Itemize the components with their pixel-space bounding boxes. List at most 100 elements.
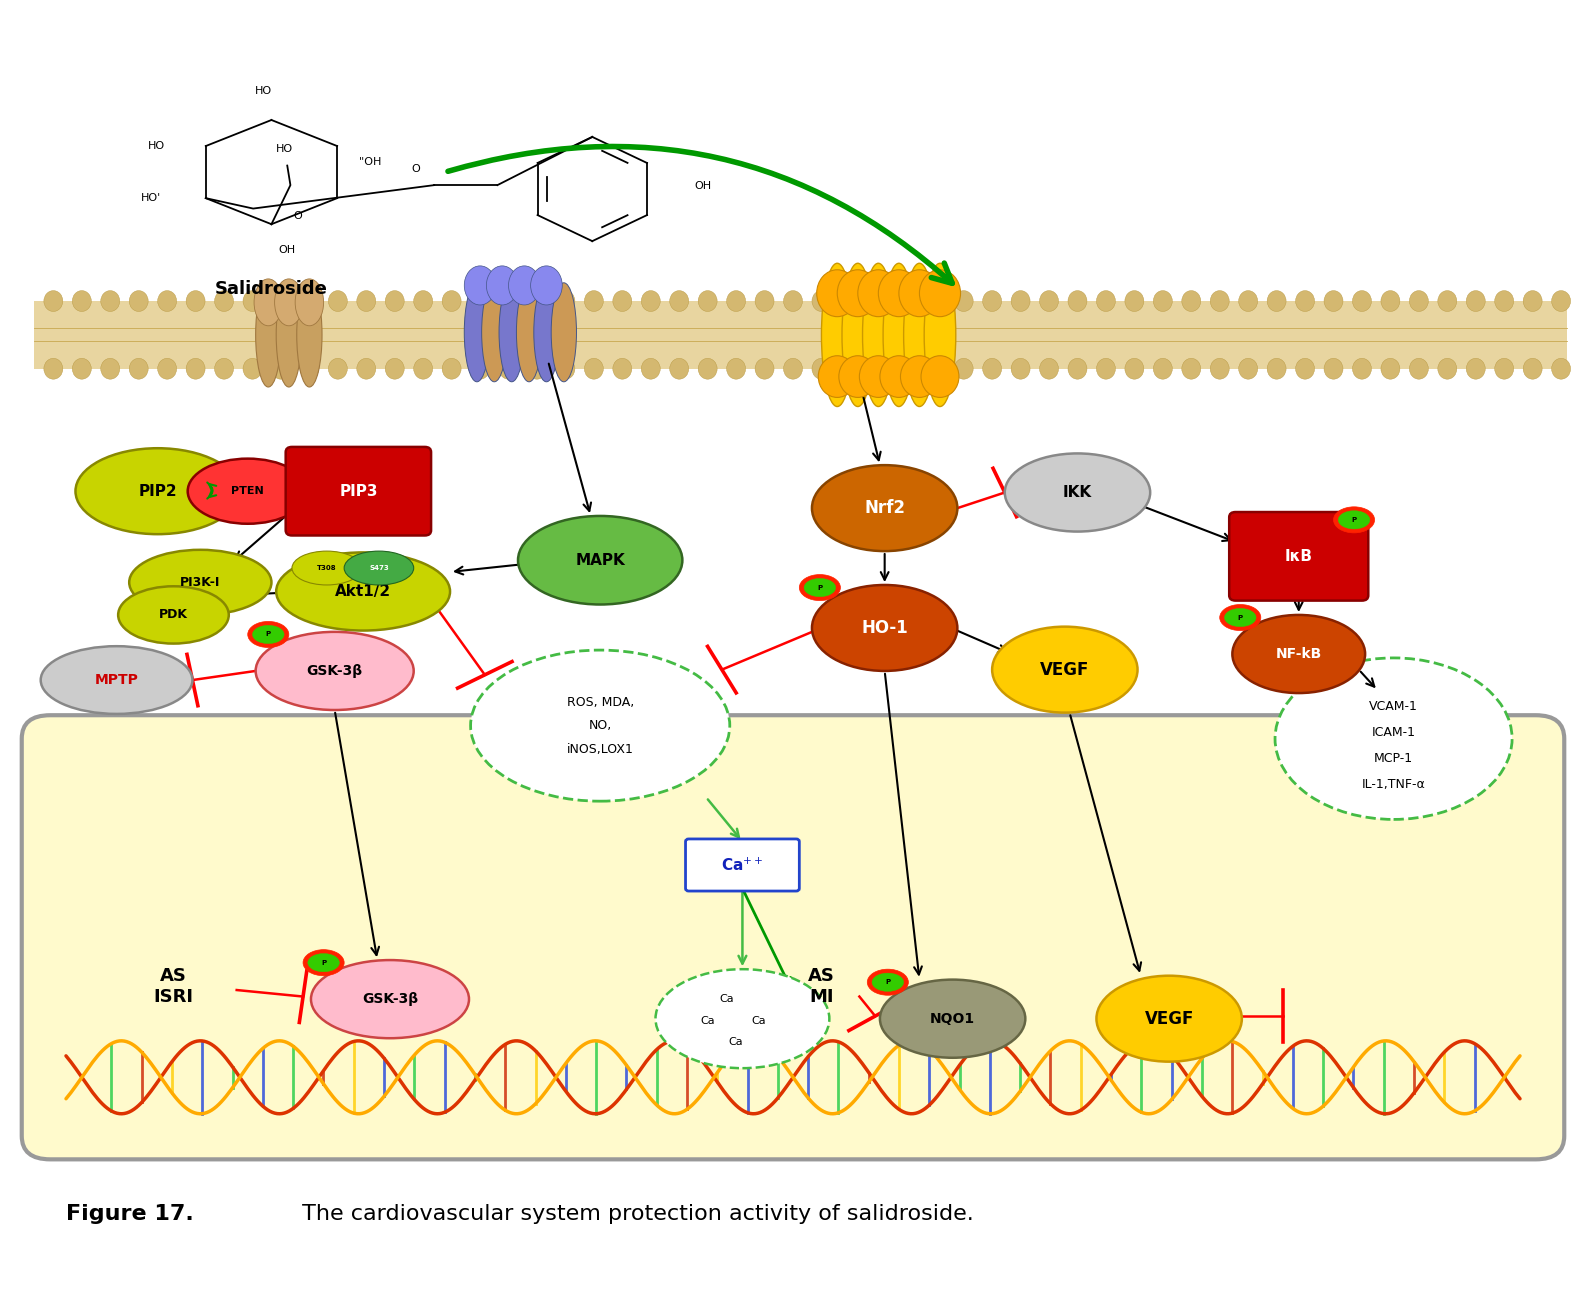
Ellipse shape [243, 290, 262, 311]
Text: iNOS,LOX1: iNOS,LOX1 [566, 743, 634, 756]
Ellipse shape [465, 283, 490, 382]
Ellipse shape [128, 358, 147, 379]
Ellipse shape [247, 621, 289, 647]
Ellipse shape [157, 358, 176, 379]
Ellipse shape [471, 290, 490, 311]
Ellipse shape [698, 358, 717, 379]
Ellipse shape [655, 969, 829, 1069]
Ellipse shape [726, 290, 745, 311]
Text: IκB: IκB [1285, 549, 1313, 564]
Ellipse shape [487, 266, 519, 305]
Ellipse shape [528, 358, 547, 379]
Text: NO,: NO, [588, 719, 612, 732]
Ellipse shape [920, 269, 961, 317]
Text: T308: T308 [317, 565, 336, 572]
Ellipse shape [1232, 615, 1366, 693]
Ellipse shape [817, 269, 858, 317]
Ellipse shape [471, 358, 490, 379]
Ellipse shape [1467, 290, 1484, 311]
Ellipse shape [1381, 358, 1400, 379]
Ellipse shape [837, 269, 879, 317]
Ellipse shape [1467, 358, 1484, 379]
Ellipse shape [880, 980, 1025, 1058]
Ellipse shape [1067, 358, 1086, 379]
Text: NF-kB: NF-kB [1275, 647, 1321, 661]
Ellipse shape [1324, 358, 1343, 379]
Ellipse shape [1096, 976, 1242, 1062]
Ellipse shape [414, 290, 433, 311]
Ellipse shape [872, 973, 904, 991]
Ellipse shape [804, 578, 836, 596]
Ellipse shape [1124, 290, 1144, 311]
Ellipse shape [73, 290, 92, 311]
Ellipse shape [818, 356, 856, 398]
Ellipse shape [528, 290, 547, 311]
Text: ''OH: ''OH [358, 157, 382, 166]
Ellipse shape [276, 552, 450, 630]
Ellipse shape [839, 356, 877, 398]
Ellipse shape [868, 969, 909, 995]
Text: PTEN: PTEN [232, 487, 265, 496]
Ellipse shape [983, 358, 1002, 379]
Ellipse shape [255, 283, 281, 387]
Ellipse shape [1339, 510, 1370, 528]
Ellipse shape [252, 625, 284, 644]
Ellipse shape [500, 290, 519, 311]
Text: GSK-3β: GSK-3β [362, 993, 419, 1006]
Ellipse shape [482, 283, 508, 382]
Ellipse shape [271, 290, 290, 311]
Ellipse shape [799, 574, 841, 600]
Ellipse shape [1096, 358, 1115, 379]
Ellipse shape [1006, 454, 1150, 531]
Ellipse shape [921, 356, 960, 398]
Text: Ca: Ca [720, 994, 734, 1005]
Ellipse shape [41, 646, 192, 714]
Ellipse shape [842, 263, 874, 407]
Ellipse shape [883, 263, 915, 407]
Ellipse shape [500, 358, 519, 379]
Text: P: P [320, 960, 327, 965]
Text: Akt1/2: Akt1/2 [335, 583, 392, 599]
Bar [35, 301, 1567, 369]
Ellipse shape [1067, 290, 1086, 311]
Ellipse shape [292, 551, 362, 585]
Ellipse shape [1012, 290, 1029, 311]
Ellipse shape [271, 358, 290, 379]
Ellipse shape [1494, 358, 1513, 379]
Text: MPTP: MPTP [95, 674, 138, 687]
Ellipse shape [755, 290, 774, 311]
Ellipse shape [357, 290, 376, 311]
FancyBboxPatch shape [685, 838, 799, 891]
Text: ICAM-1: ICAM-1 [1372, 726, 1416, 739]
Text: AS
ISRI: AS ISRI [154, 967, 193, 1006]
Text: AS
MI: AS MI [807, 967, 834, 1006]
Ellipse shape [641, 358, 660, 379]
Text: P: P [885, 980, 890, 985]
Ellipse shape [993, 627, 1137, 713]
Ellipse shape [812, 358, 831, 379]
Ellipse shape [157, 290, 176, 311]
Ellipse shape [1039, 358, 1058, 379]
Ellipse shape [328, 358, 347, 379]
Text: HO-1: HO-1 [861, 619, 909, 637]
Ellipse shape [1220, 604, 1261, 630]
Ellipse shape [955, 290, 974, 311]
Text: O: O [411, 165, 420, 174]
Text: GSK-3β: GSK-3β [306, 664, 363, 678]
Ellipse shape [1267, 290, 1286, 311]
Ellipse shape [1124, 358, 1144, 379]
Ellipse shape [385, 358, 404, 379]
Ellipse shape [822, 263, 853, 407]
Text: Figure 17.: Figure 17. [67, 1205, 193, 1224]
Ellipse shape [1182, 358, 1201, 379]
Ellipse shape [1381, 290, 1400, 311]
Text: IL-1,TNF-α: IL-1,TNF-α [1362, 778, 1426, 791]
Ellipse shape [1334, 506, 1375, 532]
Text: PDK: PDK [159, 608, 189, 621]
Ellipse shape [812, 466, 958, 551]
FancyBboxPatch shape [22, 715, 1564, 1159]
Ellipse shape [557, 358, 574, 379]
Ellipse shape [552, 283, 576, 382]
Ellipse shape [1239, 290, 1258, 311]
Ellipse shape [295, 279, 324, 326]
